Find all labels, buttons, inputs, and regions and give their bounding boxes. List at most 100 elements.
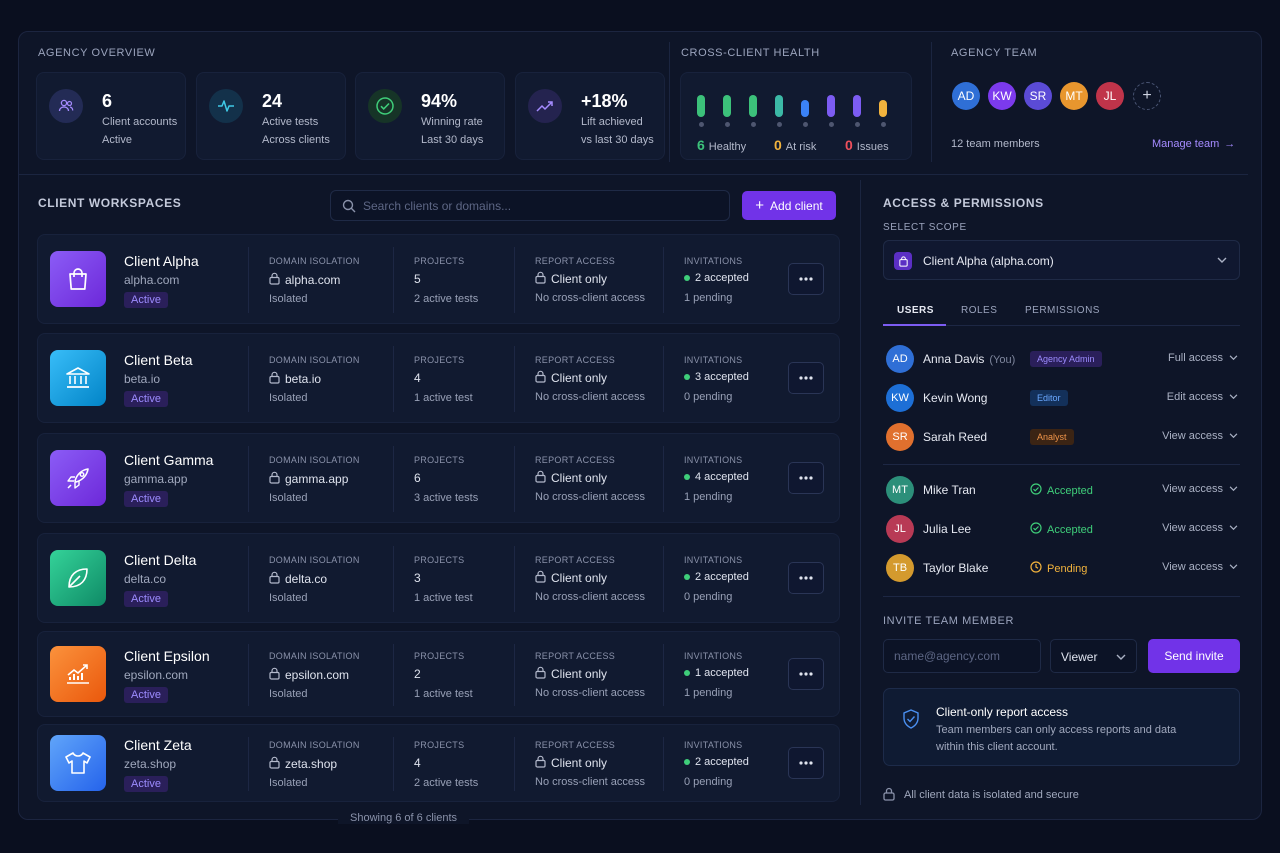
invite-status: Accepted [1030,522,1093,537]
trend-up-icon [528,89,562,123]
client-card[interactable]: Client Delta delta.co Active DOMAIN ISOLATI… [37,533,840,623]
user-row[interactable]: KW Kevin Wong Editor Edit access [886,384,1238,412]
more-options-button[interactable] [788,462,824,494]
avatar: KW [886,384,914,412]
status-dot [684,574,690,580]
report-access-label: REPORT ACCESS [535,455,616,465]
stat-value: 6 [102,91,113,111]
lock-icon [535,370,546,386]
add-client-button[interactable]: + Add client [742,191,836,220]
check-circle-icon [1030,483,1042,498]
client-card[interactable]: Client Alpha alpha.com Active DOMAIN ISOLAT… [37,234,840,324]
scope-select[interactable]: Client Alpha (alpha.com) [883,240,1240,280]
projects-label: PROJECTS [414,555,465,565]
client-search[interactable] [330,190,730,221]
report-access-value: Client only [535,370,607,386]
invitations-accepted: 2 accepted [684,571,749,583]
user-row[interactable]: JL Julia Lee Accepted View access [886,515,1238,543]
ellipsis-icon [799,277,813,281]
report-access-sub: No cross-client access [535,687,646,699]
role-badge: Agency Admin [1030,351,1102,367]
tab-roles[interactable]: ROLES [961,305,998,316]
more-options-button[interactable] [788,658,824,690]
chevron-down-icon [1229,483,1238,495]
search-input[interactable] [363,191,723,220]
more-options-button[interactable] [788,747,824,779]
client-name[interactable]: Client Delta [124,552,197,568]
isolation-status: Isolated [269,492,308,504]
more-options-button[interactable] [788,562,824,594]
lock-icon [269,667,280,683]
client-name[interactable]: Client Alpha [124,253,199,269]
column-divider [393,644,394,706]
leaf-icon [50,550,106,606]
access-level-select[interactable]: Full access [1168,352,1238,364]
stat-card: 24 Active tests Across clients [196,72,346,160]
client-domain: beta.io [124,372,161,386]
user-row[interactable]: TB Taylor Blake Pending View access [886,554,1238,582]
isolation-status: Isolated [269,777,308,789]
stat-card: 6 Client accounts Active [36,72,186,160]
client-name[interactable]: Client Gamma [124,452,214,468]
client-card[interactable]: Client Beta beta.io Active DOMAIN ISOLATION… [37,333,840,423]
at-risk-stat: 0 At risk [774,137,817,153]
projects-label: PROJECTS [414,740,465,750]
clock-icon [1030,561,1042,576]
avatar[interactable]: MT [1060,82,1088,110]
column-divider [248,737,249,791]
manage-team-link[interactable]: Manage team → [1152,138,1236,150]
domain-isolation-label: DOMAIN ISOLATION [269,740,360,750]
client-card[interactable]: Client Epsilon epsilon.com Active DOMAIN IS… [37,631,840,717]
invite-email-field[interactable] [883,639,1041,673]
report-access-sub: No cross-client access [535,491,646,503]
access-title: ACCESS & PERMISSIONS [883,196,1044,210]
invite-email-input[interactable] [884,640,1040,672]
isolation-domain: zeta.shop [269,756,337,772]
more-options-button[interactable] [788,362,824,394]
lock-icon [883,787,895,801]
invitations-pending: 0 pending [684,776,733,788]
more-options-button[interactable] [788,263,824,295]
access-level-select[interactable]: View access [1162,430,1238,442]
stat-label: Winning rate [421,116,483,128]
report-access-sub: No cross-client access [535,776,646,788]
access-level-select[interactable]: Edit access [1167,391,1238,403]
invitations-accepted: 4 accepted [684,471,749,483]
client-name[interactable]: Client Beta [124,352,193,368]
access-level-select[interactable]: View access [1162,522,1238,534]
invite-title: INVITE TEAM MEMBER [883,615,1014,627]
invite-status: Pending [1030,561,1087,576]
client-name[interactable]: Client Zeta [124,737,192,753]
projects-sub: 1 active test [414,688,473,700]
avatar[interactable]: SR [1024,82,1052,110]
user-row[interactable]: AD Anna Davis (You) Agency Admin Full access [886,345,1238,373]
user-row[interactable]: SR Sarah Reed Analyst View access [886,423,1238,451]
tab-permissions[interactable]: PERMISSIONS [1025,305,1100,316]
avatar[interactable]: JL [1096,82,1124,110]
column-divider [514,644,515,706]
tab-users[interactable]: USERS [897,305,934,316]
avatar[interactable]: KW [988,82,1016,110]
health-dot [828,122,834,127]
isolation-status: Isolated [269,293,308,305]
invitations-pending: 1 pending [684,687,733,699]
invitations-accepted: 2 accepted [684,756,749,768]
client-name[interactable]: Client Epsilon [124,648,210,664]
invitations-label: INVITATIONS [684,256,743,266]
stat-label: Client accounts [102,116,178,128]
user-row[interactable]: MT Mike Tran Accepted View access [886,476,1238,504]
status-dot [684,759,690,765]
invite-role-select[interactable]: Viewer [1050,639,1137,673]
isolation-status: Isolated [269,392,308,404]
send-invite-button[interactable]: Send invite [1148,639,1240,673]
client-card[interactable]: Client Zeta zeta.shop Active DOMAIN ISOLATI… [37,724,840,802]
health-dot [880,122,886,127]
avatar[interactable]: AD [952,82,980,110]
add-member-button[interactable]: + [1133,82,1161,110]
projects-count: 4 [414,371,421,385]
access-level-select[interactable]: View access [1162,561,1238,573]
access-level-select[interactable]: View access [1162,483,1238,495]
client-card[interactable]: Client Gamma gamma.app Active DOMAIN ISOLAT… [37,433,840,523]
search-icon [342,199,356,213]
stat-label: Active tests [262,116,319,128]
